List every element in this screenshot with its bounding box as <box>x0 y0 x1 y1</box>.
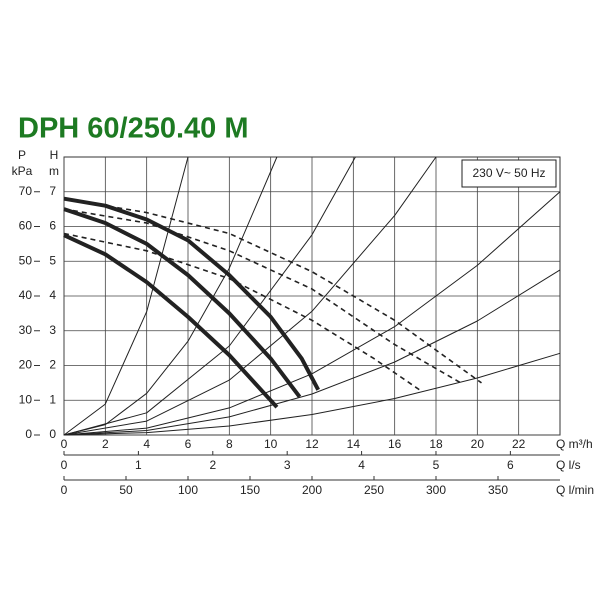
y-tick-label: 7 <box>49 184 56 198</box>
curve-dashed <box>63 197 482 384</box>
x-tick-label: 20 <box>471 437 485 451</box>
curve-dashed <box>63 232 420 391</box>
x3-tick-label: 50 <box>119 483 133 497</box>
y2-unit: kPa <box>12 164 33 178</box>
curve-thin <box>63 191 561 436</box>
x3-tick-label: 200 <box>302 483 322 497</box>
x-tick-label: 2 <box>102 437 109 451</box>
x-label: Q m³/h <box>556 437 593 451</box>
x-tick-label: 18 <box>429 437 443 451</box>
x2-tick-label: 1 <box>135 458 142 472</box>
y2-tick-label: 10 <box>19 392 33 406</box>
x2-tick-label: 6 <box>507 458 514 472</box>
x3-tick-label: 300 <box>426 483 446 497</box>
x2-tick-label: 0 <box>61 458 68 472</box>
y2-tick-label: 50 <box>19 253 33 267</box>
y-unit: m <box>49 164 59 178</box>
curve-thin <box>63 156 189 436</box>
y-tick-label: 2 <box>49 358 56 372</box>
curve-thin <box>63 156 278 436</box>
y-tick-label: 6 <box>49 219 56 233</box>
curve-solid <box>63 233 279 409</box>
y2-tick-label: 30 <box>19 323 33 337</box>
x-tick-label: 4 <box>143 437 150 451</box>
x3-tick-label: 350 <box>488 483 508 497</box>
x3-tick-label: 0 <box>61 483 68 497</box>
curve-thin <box>63 352 561 436</box>
x2-tick-label: 2 <box>209 458 216 472</box>
curve-solid <box>63 196 320 391</box>
x3-tick-label: 250 <box>364 483 384 497</box>
x-tick-label: 12 <box>305 437 319 451</box>
x3-tick-label: 150 <box>240 483 260 497</box>
note-box <box>461 159 557 188</box>
x3-tick-label: 100 <box>178 483 198 497</box>
y-tick-label: 1 <box>49 392 56 406</box>
x-tick-label: 10 <box>264 437 278 451</box>
x-tick-label: 0 <box>61 437 68 451</box>
y2-tick-label: 0 <box>25 427 32 441</box>
y2-tick-label: 40 <box>19 288 33 302</box>
y-tick-label: 4 <box>49 288 56 302</box>
y2-tick-label: 60 <box>19 219 33 233</box>
curve-solid <box>63 207 302 399</box>
x2-label: Q l/s <box>556 458 581 472</box>
y-tick-label: 0 <box>49 427 56 441</box>
x-tick-label: 22 <box>512 437 526 451</box>
curve-thin <box>63 156 356 436</box>
y2-tick-label: 70 <box>19 184 33 198</box>
x3-label: Q l/min <box>556 483 594 497</box>
y-tick-label: 5 <box>49 253 56 267</box>
y2-symbol: P <box>18 148 26 162</box>
chart-title: DPH 60/250.40 M <box>18 113 249 145</box>
note: 230 V~ 50 Hz <box>472 166 545 180</box>
x-tick-label: 14 <box>347 437 361 451</box>
x-tick-label: 6 <box>185 437 192 451</box>
x-tick-label: 8 <box>226 437 233 451</box>
curve-thin <box>63 269 561 436</box>
curve-dashed <box>63 208 462 384</box>
y2-tick-label: 20 <box>19 358 33 372</box>
y-tick-label: 3 <box>49 323 56 337</box>
x2-tick-label: 4 <box>358 458 365 472</box>
curve-thin <box>63 156 437 436</box>
x2-tick-label: 5 <box>433 458 440 472</box>
y-symbol: H <box>50 148 59 162</box>
x-tick-label: 16 <box>388 437 402 451</box>
x2-tick-label: 3 <box>284 458 291 472</box>
